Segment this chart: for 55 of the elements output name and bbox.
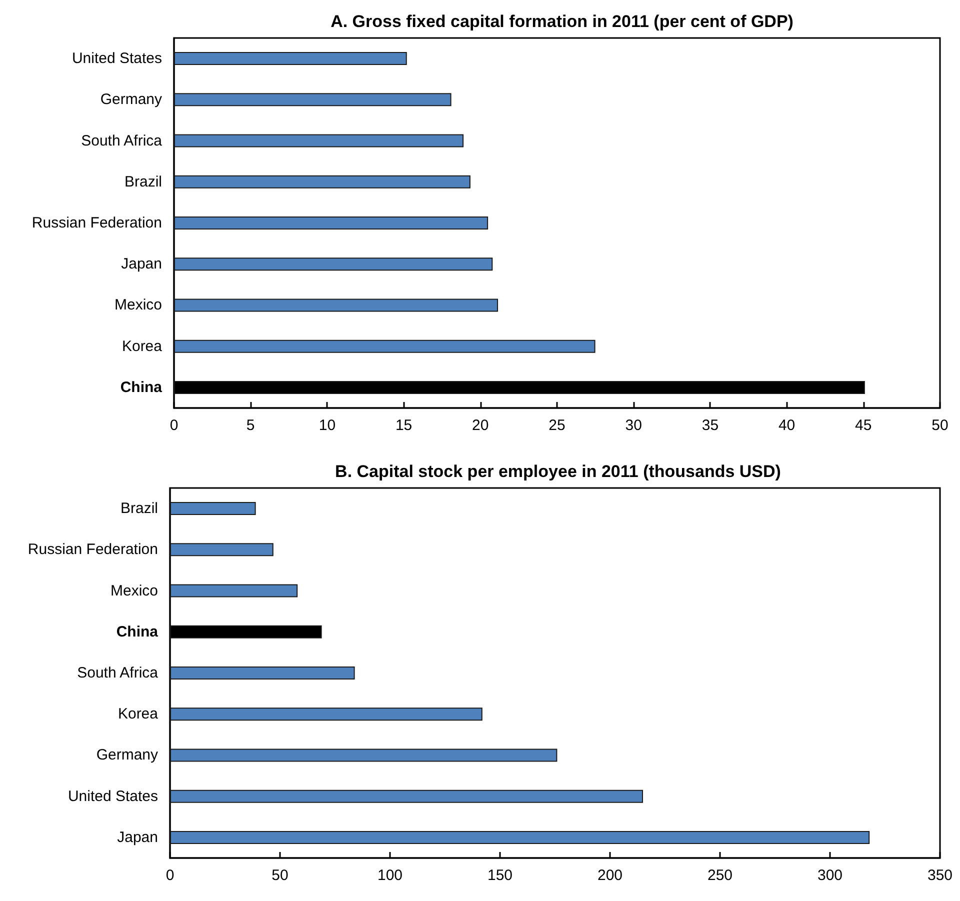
y-tick-label: South Africa bbox=[77, 664, 159, 682]
y-tick-label: Brazil bbox=[124, 173, 162, 190]
y-tick-label: Mexico bbox=[110, 582, 158, 600]
x-tick-label: 15 bbox=[395, 417, 412, 434]
x-tick-label: 35 bbox=[702, 417, 719, 434]
x-tick-label: 350 bbox=[927, 867, 953, 884]
y-tick-label: China bbox=[120, 378, 163, 396]
x-tick-label: 20 bbox=[472, 417, 489, 434]
bar bbox=[170, 748, 558, 762]
y-tick-label: Korea bbox=[118, 706, 159, 723]
bar bbox=[174, 216, 488, 230]
bar bbox=[170, 666, 355, 680]
y-tick-label: Germany bbox=[100, 91, 162, 108]
x-tick-label: 30 bbox=[625, 417, 642, 434]
bar bbox=[170, 830, 870, 844]
x-tick-label: 40 bbox=[778, 417, 796, 434]
y-tick-label: Brazil bbox=[120, 500, 158, 518]
x-tick-label: 50 bbox=[272, 867, 288, 884]
bar bbox=[174, 258, 493, 271]
bar bbox=[170, 584, 298, 598]
bar bbox=[170, 502, 256, 516]
x-tick-label: 0 bbox=[166, 867, 174, 884]
y-tick-label: Japan bbox=[121, 256, 162, 273]
x-tick-label: 0 bbox=[170, 417, 178, 434]
x-tick-label: 45 bbox=[855, 417, 872, 434]
bar bbox=[174, 175, 470, 188]
x-tick-label: 150 bbox=[487, 867, 513, 884]
bar bbox=[170, 543, 274, 556]
chart-title: B. Capital stock per employee in 2011 (thousands USD) bbox=[335, 462, 781, 481]
bar bbox=[170, 708, 482, 721]
x-tick-label: 200 bbox=[597, 867, 623, 884]
y-tick-label: China bbox=[116, 623, 159, 640]
y-tick-label: South Africa bbox=[81, 132, 163, 150]
x-tick-label: 50 bbox=[932, 417, 948, 434]
x-tick-label: 25 bbox=[548, 417, 566, 434]
x-tick-label: 300 bbox=[817, 867, 843, 884]
bar bbox=[174, 93, 452, 106]
bar bbox=[174, 298, 498, 312]
chart-title: A. Gross fixed capital formation in 2011 (per cent of GDP) bbox=[330, 12, 794, 31]
x-tick-label: 250 bbox=[707, 867, 733, 884]
y-tick-label: Japan bbox=[117, 828, 158, 846]
bar bbox=[170, 790, 643, 803]
y-tick-label: Germany bbox=[96, 746, 158, 764]
bar bbox=[174, 52, 407, 66]
x-tick-label: 100 bbox=[377, 867, 403, 884]
x-tick-label: 10 bbox=[318, 417, 336, 434]
y-tick-label: Mexico bbox=[114, 296, 162, 314]
y-tick-label: Russian Federation bbox=[32, 214, 162, 232]
y-tick-label: United States bbox=[72, 50, 162, 68]
y-tick-label: Korea bbox=[122, 338, 163, 355]
y-tick-label: United States bbox=[68, 788, 158, 805]
x-tick-label: 5 bbox=[246, 417, 255, 434]
bar bbox=[174, 340, 596, 353]
y-tick-label: Russian Federation bbox=[28, 541, 158, 558]
bar bbox=[174, 134, 464, 148]
